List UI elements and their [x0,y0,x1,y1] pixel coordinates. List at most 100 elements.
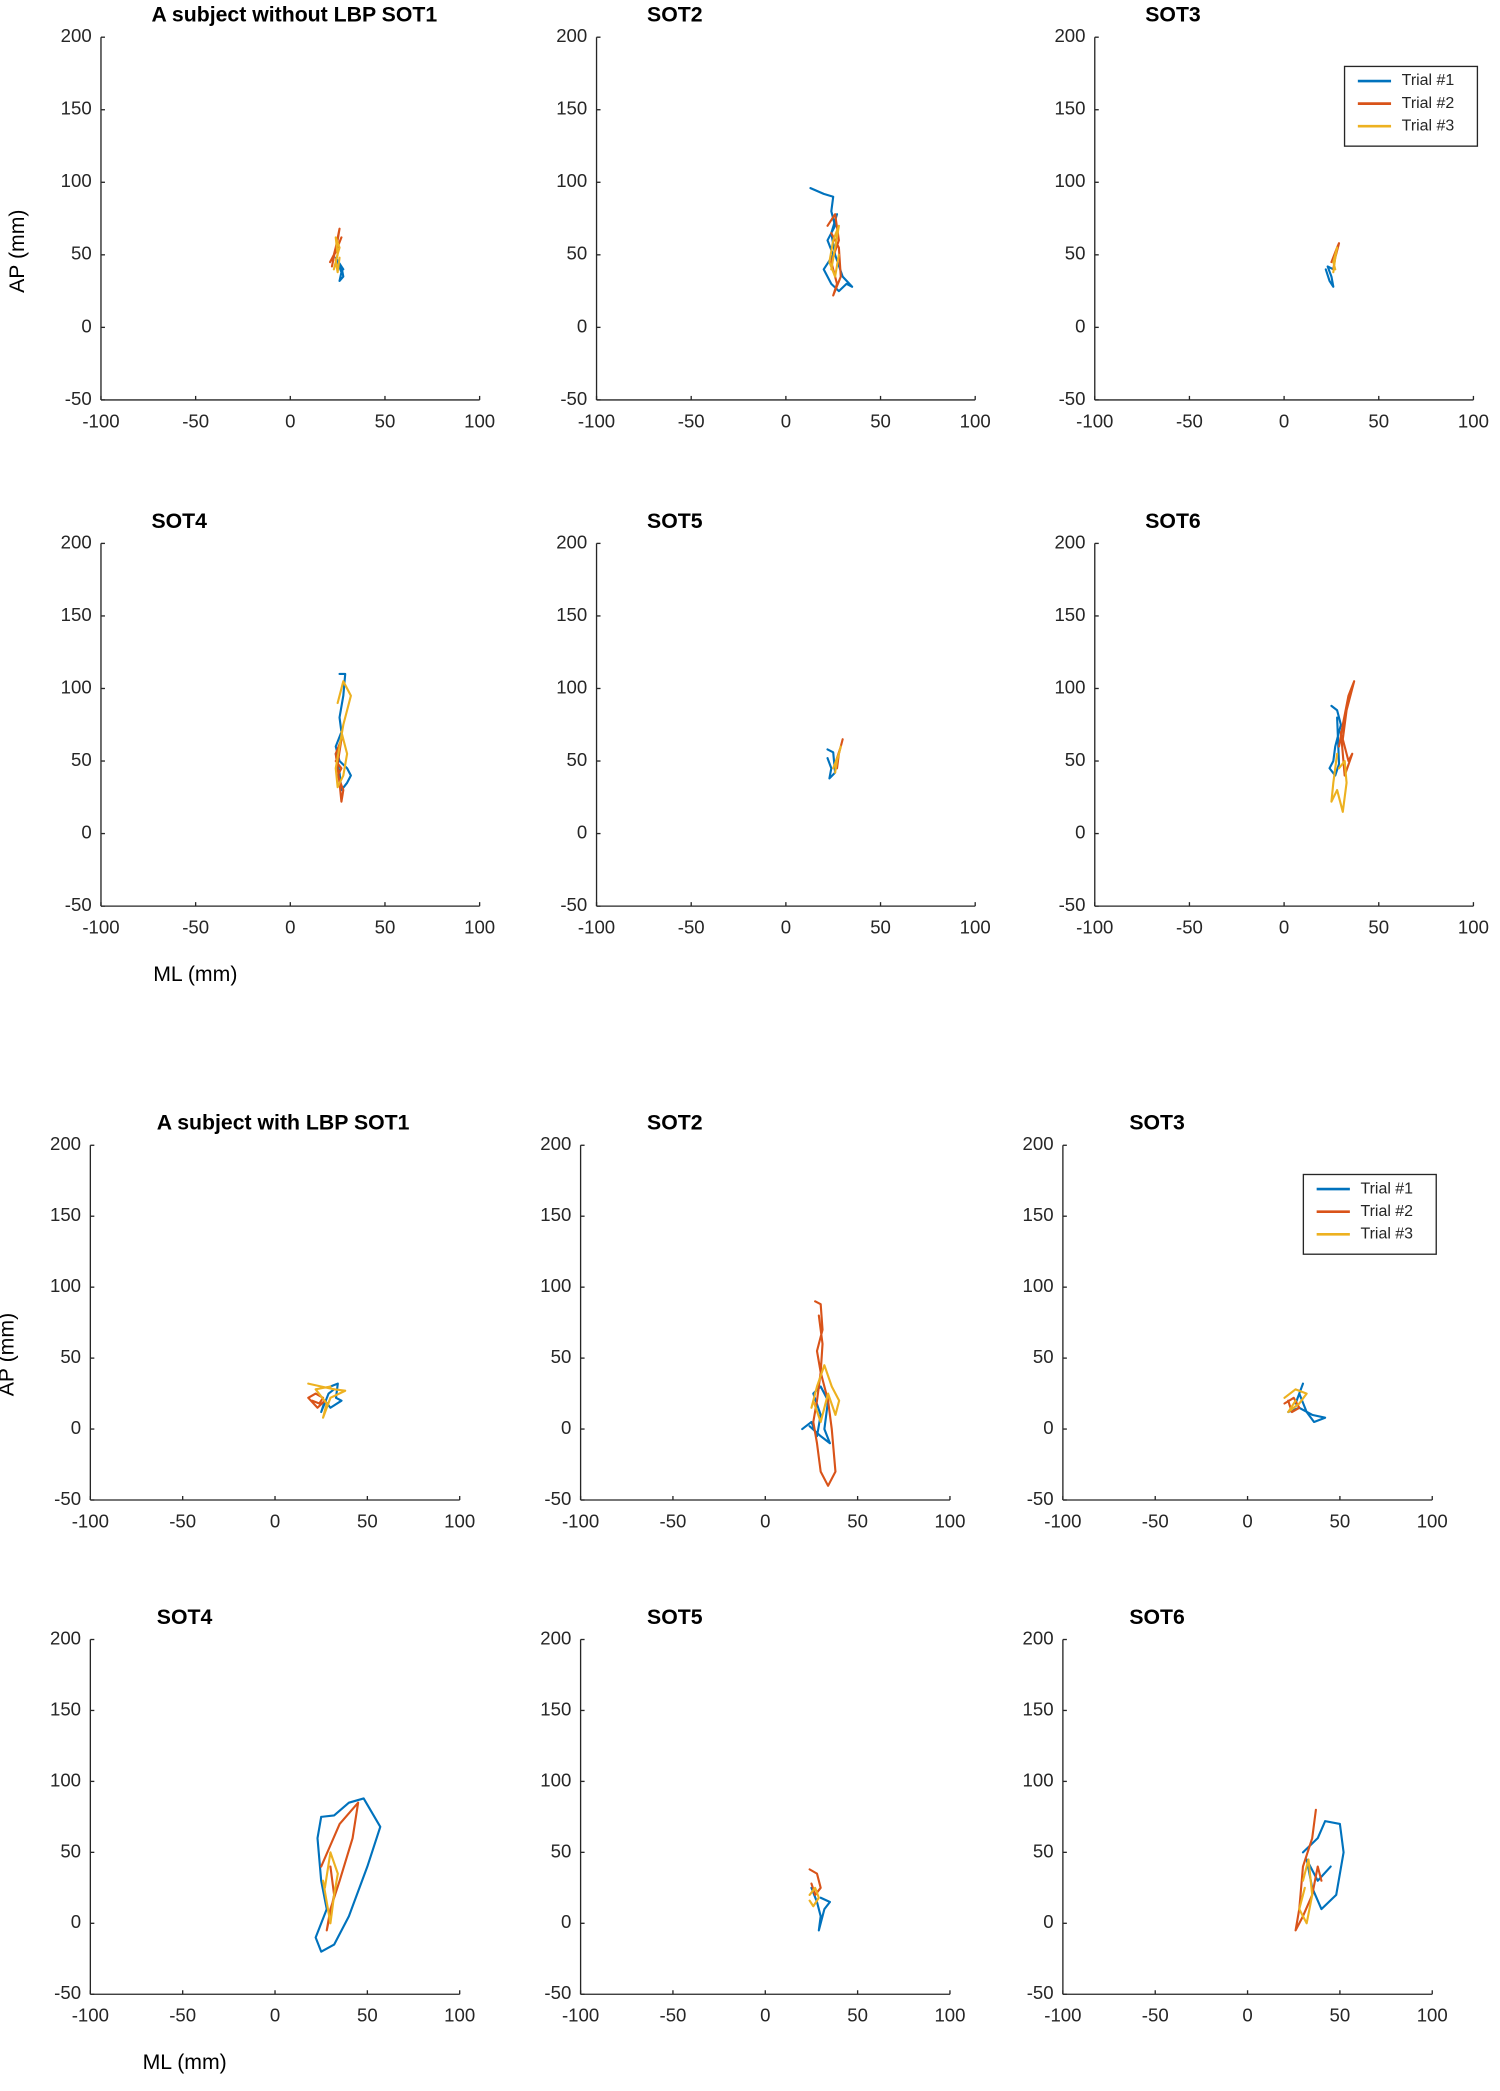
trajectory [332,236,341,274]
trajectory [307,1382,347,1419]
trajectory [1294,1808,1323,1932]
panel-title: SOT2 [647,1111,703,1135]
x-tick-label: 0 [285,917,295,938]
x-axis-label: ML (mm) [153,962,237,986]
x-tick-label: -50 [169,2005,196,2026]
x-tick-label: 100 [444,2005,475,2026]
y-tick-label: 100 [540,1769,571,1790]
y-tick-label: 0 [561,1417,571,1438]
y-tick-label: 100 [1054,170,1085,191]
x-tick-label: 100 [960,917,991,938]
trajectory [826,748,837,780]
trajectory [334,672,352,792]
y-tick-label: 50 [551,1840,572,1861]
x-tick-label: 50 [1330,1510,1351,1531]
y-tick-label: 150 [1054,98,1085,119]
panel-title: SOT3 [1129,1111,1185,1135]
y-tick-label: 50 [60,1840,81,1861]
trajectory [828,224,840,278]
x-tick-label: -50 [660,1510,687,1531]
x-tick-label: 50 [375,917,396,938]
y-tick-label: 0 [81,821,91,842]
x-tick-label: -100 [562,2005,599,2026]
trajectory [808,1868,822,1896]
y-tick-label: 150 [61,604,92,625]
trajectory [320,1382,343,1414]
y-tick-label: 50 [1033,1840,1054,1861]
y-tick-label: 50 [71,749,92,770]
y-axis-label: AP (mm) [5,209,29,292]
x-tick-label: 50 [1368,410,1389,431]
trajectory [307,1392,326,1409]
y-tick-label: 100 [61,676,92,697]
x-tick-label: 100 [1417,2005,1448,2026]
y-tick-label: 200 [61,531,92,552]
x-tick-label: 100 [444,1510,475,1531]
y-tick-label: 0 [1043,1417,1053,1438]
y-tick-label: 100 [50,1769,81,1790]
y-tick-label: 200 [556,25,587,46]
x-tick-label: 50 [870,917,891,938]
y-tick-label: 100 [1054,676,1085,697]
trajectory [1330,752,1348,813]
x-tick-label: -50 [678,917,705,938]
x-tick-label: -50 [169,1510,196,1531]
y-tick-label: 200 [1054,531,1085,552]
x-tick-label: -100 [1076,410,1113,431]
legend-label: Trial #2 [1360,1203,1413,1220]
y-tick-label: 0 [577,821,587,842]
y-tick-label: 50 [551,1346,572,1367]
y-tick-label: 150 [556,604,587,625]
x-tick-label: 0 [1279,410,1289,431]
trajectory [1337,680,1356,777]
x-tick-label: -100 [562,1510,599,1531]
y-tick-label: -50 [544,1982,571,2003]
y-tick-label: 200 [1023,1627,1054,1648]
x-tick-label: 0 [270,2005,280,2026]
x-tick-label: 50 [1368,917,1389,938]
x-tick-label: 100 [934,2005,965,2026]
y-tick-label: 150 [50,1698,81,1719]
x-tick-label: 100 [934,1510,965,1531]
y-tick-label: 150 [1054,604,1085,625]
y-tick-label: -50 [54,1488,81,1509]
panel-title: SOT6 [1129,1605,1185,1629]
y-tick-label: 0 [577,315,587,336]
trajectory [832,745,842,774]
x-tick-label: 100 [1417,1510,1448,1531]
y-tick-label: 200 [61,25,92,46]
trajectory [334,680,352,789]
y-tick-label: -50 [1027,1488,1054,1509]
y-tick-label: -50 [54,1982,81,2003]
y-tick-label: -50 [560,894,587,915]
y-tick-label: 50 [567,749,588,770]
legend-box [1302,1173,1437,1255]
y-tick-label: 100 [1023,1275,1054,1296]
y-tick-label: -50 [65,388,92,409]
x-tick-label: 100 [1458,917,1489,938]
x-tick-label: -100 [72,2005,109,2026]
y-tick-label: 150 [540,1204,571,1225]
x-tick-label: 100 [960,410,991,431]
x-tick-label: -100 [1076,917,1113,938]
y-tick-label: 200 [540,1627,571,1648]
x-tick-label: 100 [464,410,495,431]
y-tick-label: 0 [1043,1911,1053,1932]
y-tick-label: 100 [556,170,587,191]
x-tick-label: 50 [847,2005,868,2026]
x-axis-label: ML (mm) [143,2050,227,2074]
y-tick-label: 200 [540,1133,571,1154]
x-tick-label: -50 [1142,2005,1169,2026]
x-tick-label: -100 [1044,1510,1081,1531]
y-tick-label: 50 [60,1346,81,1367]
legend-label: Trial #1 [1360,1180,1413,1197]
panel-title: SOT5 [647,1605,703,1629]
x-tick-label: -50 [678,410,705,431]
y-tick-label: 200 [50,1133,81,1154]
x-tick-label: -50 [182,917,209,938]
trajectory [314,1797,382,1953]
x-tick-label: 50 [357,2005,378,2026]
panel-title: SOT4 [151,509,207,533]
x-tick-label: 0 [1242,1510,1252,1531]
